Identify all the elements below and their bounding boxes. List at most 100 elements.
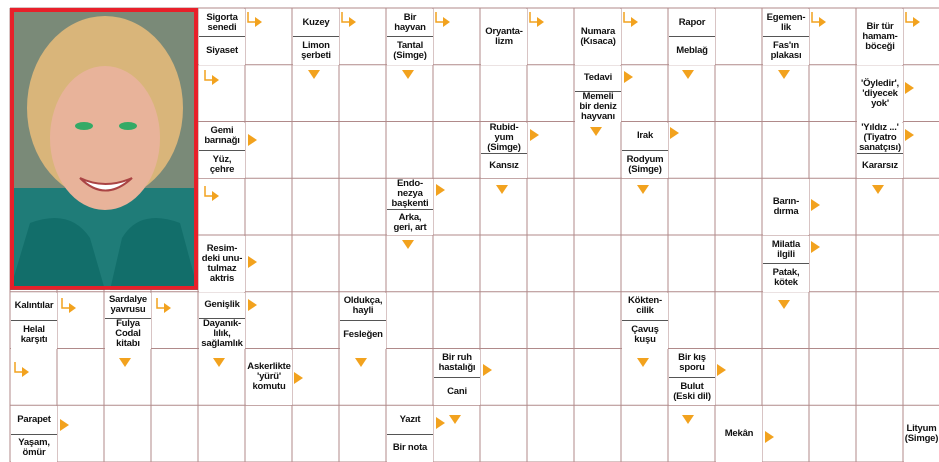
clue-cell: Barın- dırma	[763, 179, 809, 235]
photo	[10, 8, 198, 290]
arrow	[811, 199, 820, 211]
arrow	[624, 71, 633, 83]
arrow-stem	[623, 12, 632, 23]
photo-frame	[10, 8, 198, 290]
clue-text: Mekân	[724, 428, 754, 440]
arrow	[22, 367, 29, 377]
arrow	[164, 303, 171, 313]
clue-text: Memeli bir deniz hayvanı	[575, 90, 621, 122]
clue-text: Yaşam, ömür	[11, 433, 57, 462]
clue-cell: Mekân	[716, 406, 762, 462]
clue-text: Milatla ilgili	[771, 238, 801, 260]
clue-text: 'Öyledir', 'diyecek yok'	[861, 77, 899, 109]
arrow	[682, 70, 694, 79]
arrow	[449, 415, 461, 424]
arrow	[631, 17, 638, 27]
clue-cell: Endo- nezya başkenti Arka, geri, art	[387, 179, 433, 235]
arrow	[670, 127, 679, 139]
eye	[119, 122, 137, 130]
jacket	[10, 218, 198, 290]
clue-text: Oldukça, hayli	[343, 295, 383, 317]
clue-text: Oryanta- lizm	[485, 25, 523, 47]
clue-text: Arka, geri, art	[387, 209, 433, 235]
clue-text: 'Yıldız ...' (Tiyatro sanatçısı)	[859, 121, 901, 153]
arrow	[212, 75, 219, 85]
arrow	[637, 185, 649, 194]
clue-text: Kararsız	[857, 152, 903, 179]
clue-cell: Lityum (Simge)	[904, 406, 939, 462]
clue-text: Yüz, çehre	[199, 149, 245, 178]
arrow	[905, 82, 914, 94]
clue-cell: 'Yıldız ...' (Tiyatro sanatçısı) Kararsız	[857, 121, 903, 179]
arrow	[294, 372, 303, 384]
clue-cell: Bir kış sporu Bulut (Eski dil)	[669, 349, 715, 406]
clue-cell: Resim- deki unu- tulmaz aktris	[199, 236, 245, 292]
clue-cell: Kalıntılar Helal karşıtı	[11, 292, 57, 349]
arrow	[349, 17, 356, 27]
clue-text: Genişlik	[204, 299, 240, 311]
clue-text: Tedavi	[583, 72, 613, 84]
arrow	[537, 17, 544, 27]
clue-text: Rapor	[678, 16, 706, 28]
clue-cell: Yazıt Bir nota	[387, 406, 433, 462]
clue-text: Rodyum (Simge)	[622, 149, 668, 178]
clue-text: Meblağ	[669, 36, 715, 64]
arrow	[436, 417, 445, 429]
clue-text: Yazıt	[399, 413, 421, 425]
arrow	[483, 364, 492, 376]
clue-text: Patak, kötek	[763, 263, 809, 291]
clue-text: Siyaset	[199, 36, 245, 64]
clue-text: Lityum (Simge)	[904, 423, 939, 445]
clue-text: Bir ruh hastalığı	[438, 352, 476, 374]
arrow-stem	[905, 12, 914, 23]
clue-text: Tantal (Simge)	[387, 36, 433, 64]
clue-cell: Oldukça, hayli Fesleğen	[340, 292, 386, 349]
arrow	[248, 134, 257, 146]
clue-text: Limon şerbeti	[293, 36, 339, 64]
clue-text: Sardalye yavrusu	[108, 294, 147, 316]
clue-text: Kansız	[481, 152, 527, 179]
eye	[75, 122, 93, 130]
clue-cell: Egemen- lik Fas'ın plakası	[763, 9, 809, 65]
arrow-stem	[247, 12, 256, 23]
arrow	[682, 415, 694, 424]
arrow-stem	[204, 70, 213, 81]
clue-text: Barın- dırma	[772, 196, 800, 218]
arrow	[308, 70, 320, 79]
arrow	[436, 184, 445, 196]
clue-text: Gemi barınağı	[204, 125, 240, 147]
clue-cell: 'Öyledir', 'diyecek yok'	[857, 65, 903, 122]
clue-text: Cani	[434, 376, 480, 405]
arrow	[496, 185, 508, 194]
arrow	[69, 303, 76, 313]
clue-cell: Milatla ilgili Patak, kötek	[763, 236, 809, 292]
clue-text: Parapet	[17, 413, 51, 425]
clue-cell: Parapet Yaşam, ömür	[11, 406, 57, 462]
clue-text: Fesleğen	[340, 320, 386, 348]
arrow	[402, 70, 414, 79]
clue-text: Bir hayvan	[394, 11, 426, 33]
arrow	[811, 241, 820, 253]
clue-cell: Numara (Kısaca)	[575, 9, 621, 65]
clue-text: Çavuş kuşu	[622, 320, 668, 348]
arrow	[819, 17, 826, 27]
arrow	[119, 358, 131, 367]
arrow	[778, 300, 790, 309]
clue-cell: Oryanta- lizm	[481, 9, 527, 65]
arrow	[765, 431, 774, 443]
clue-cell: Bir hayvan Tantal (Simge)	[387, 9, 433, 65]
arrow-stem	[156, 298, 165, 309]
clue-text: Kökten- cilik	[628, 295, 662, 317]
arrow	[872, 185, 884, 194]
arrow	[778, 70, 790, 79]
arrow	[905, 129, 914, 141]
arrow	[355, 358, 367, 367]
clue-cell: Askerlikte 'yürü' komutu	[246, 349, 292, 406]
clue-text: Bir kış sporu	[678, 352, 706, 374]
arrow-stem	[529, 12, 538, 23]
arrow	[717, 364, 726, 376]
clue-text: Irak	[636, 130, 654, 142]
arrow	[590, 127, 602, 136]
arrow	[443, 17, 450, 27]
